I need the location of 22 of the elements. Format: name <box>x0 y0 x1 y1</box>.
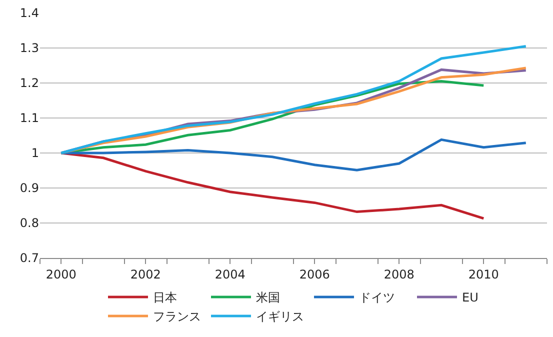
y-tick-label: 0.9 <box>20 181 39 196</box>
x-tick-label: 2000 <box>46 267 76 282</box>
x-tick-label: 2010 <box>468 267 499 282</box>
line-series <box>60 138 528 172</box>
y-tick-label: 1.3 <box>20 41 39 56</box>
x-tick-label: 2004 <box>214 267 246 282</box>
line-series <box>60 45 528 154</box>
legend-label: 米国 <box>256 290 280 305</box>
y-tick-label: 1.2 <box>20 76 39 90</box>
legend-label: 日本 <box>153 290 177 305</box>
legend-label: フランス <box>153 310 201 324</box>
y-tick-label: 1 <box>31 146 39 160</box>
y-tick-label: 1.1 <box>20 111 39 126</box>
x-tick-label: 2006 <box>299 267 330 282</box>
x-tick-label: 2002 <box>130 267 161 282</box>
y-tick-label: 0.7 <box>20 251 39 266</box>
y-tick-label: 0.8 <box>20 216 39 230</box>
y-tick-label: 1.4 <box>20 6 39 20</box>
legend-label: イギリス <box>256 310 304 324</box>
legend-label: EU <box>462 290 478 305</box>
legend-label: ドイツ <box>359 290 395 305</box>
x-tick-label: 2008 <box>384 267 414 282</box>
